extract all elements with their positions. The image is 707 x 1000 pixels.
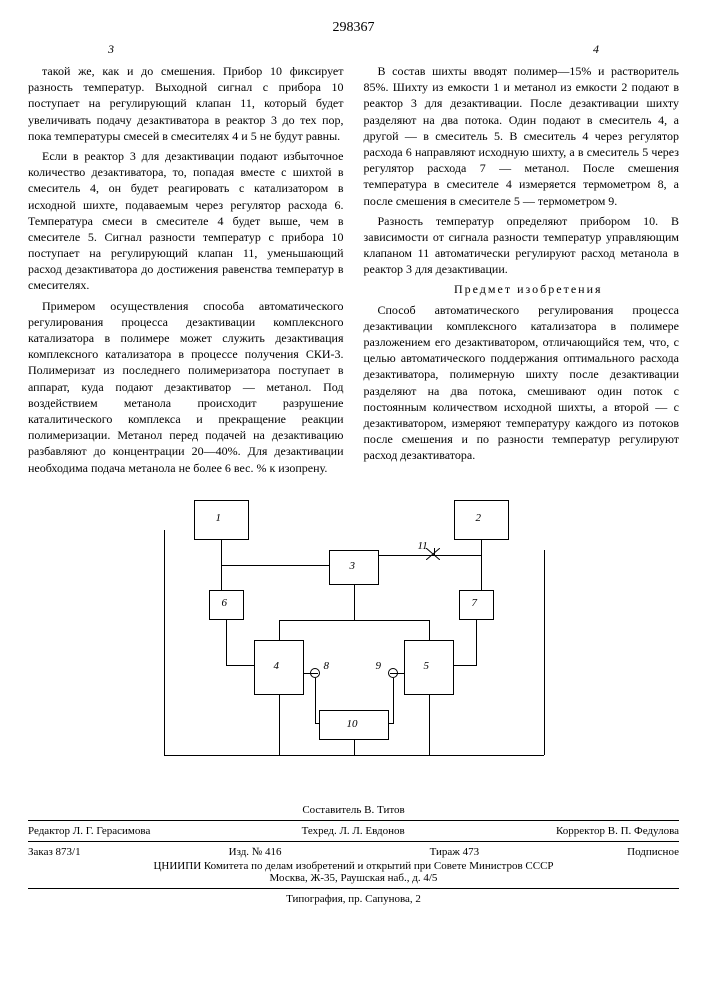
- label-3: 3: [350, 560, 356, 572]
- podpisnoe: Подписное: [627, 846, 679, 858]
- label-1: 1: [216, 512, 222, 524]
- label-8: 8: [324, 660, 330, 672]
- right-p3: Способ автоматического регулирования про…: [364, 302, 680, 464]
- left-p1: такой же, как и до смешения. Прибор 10 ф…: [28, 63, 344, 144]
- typography: Типография, пр. Сапунова, 2: [28, 893, 679, 905]
- techred: Техред. Л. Л. Евдонов: [302, 825, 405, 837]
- label-7: 7: [472, 597, 478, 609]
- valve-11-icon: [426, 548, 440, 560]
- document-number: 298367: [28, 20, 679, 36]
- right-p1: В состав шихты вводят полимер—15% и раст…: [364, 63, 680, 209]
- label-10: 10: [347, 718, 358, 730]
- label-4: 4: [274, 660, 280, 672]
- process-schematic: 1 2 3 6 7 4 5 10 8 9 11: [134, 490, 574, 790]
- compiler: Составитель В. Титов: [28, 804, 679, 816]
- label-9: 9: [376, 660, 382, 672]
- tirazh: Тираж 473: [430, 846, 480, 858]
- claims-heading: Предмет изобретения: [364, 281, 680, 297]
- footer: Составитель В. Титов Редактор Л. Г. Гера…: [28, 804, 679, 905]
- box-1: [194, 500, 249, 540]
- left-p3: Примером осуществления способа автоматич…: [28, 298, 344, 476]
- left-column: такой же, как и до смешения. Прибор 10 ф…: [28, 63, 344, 480]
- text-columns: такой же, как и до смешения. Прибор 10 ф…: [28, 63, 679, 480]
- page-number-right: 4: [593, 42, 599, 57]
- editor: Редактор Л. Г. Герасимова: [28, 825, 150, 837]
- org: ЦНИИПИ Комитета по делам изобретений и о…: [28, 860, 679, 872]
- izd: Изд. № 416: [229, 846, 282, 858]
- right-p2: Разность температур определяют прибором …: [364, 213, 680, 278]
- page-number-left: 3: [108, 42, 114, 57]
- addr: Москва, Ж-35, Раушская наб., д. 4/5: [28, 872, 679, 884]
- label-2: 2: [476, 512, 482, 524]
- order: Заказ 873/1: [28, 846, 81, 858]
- label-5: 5: [424, 660, 430, 672]
- box-2: [454, 500, 509, 540]
- right-column: В состав шихты вводят полимер—15% и раст…: [364, 63, 680, 480]
- left-p2: Если в реактор 3 для дезактивации подают…: [28, 148, 344, 294]
- label-6: 6: [222, 597, 228, 609]
- corrector: Корректор В. П. Федулова: [556, 825, 679, 837]
